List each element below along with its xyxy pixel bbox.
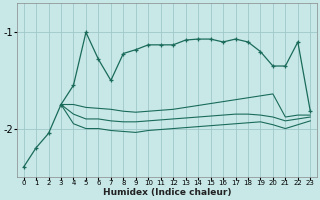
X-axis label: Humidex (Indice chaleur): Humidex (Indice chaleur) <box>103 188 231 197</box>
